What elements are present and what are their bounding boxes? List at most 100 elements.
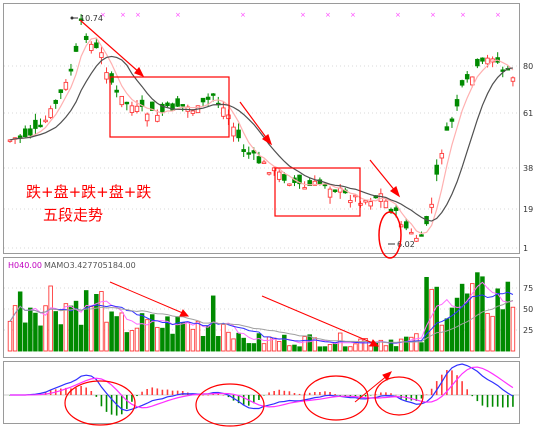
volume-trend-arrows (109, 281, 380, 347)
volume-bar (99, 291, 104, 352)
volume-bar (33, 312, 38, 352)
macd-bar (80, 385, 82, 395)
volume-bar (343, 346, 348, 352)
macd-dea-line (10, 366, 514, 409)
volume-bar (195, 320, 201, 352)
volume-bar (500, 309, 506, 352)
macd-bar (446, 370, 448, 395)
top-marker: × (135, 11, 141, 19)
candle-body (221, 107, 226, 117)
volume-bar (17, 291, 23, 352)
candle-body (149, 101, 155, 111)
macd-ellipse-2 (195, 383, 265, 427)
candle-body (83, 35, 89, 41)
volume-bar (271, 337, 277, 352)
macd-bar (314, 392, 316, 395)
candle-body (73, 45, 79, 52)
volume-bar (28, 307, 33, 352)
macd-ellipse-4 (374, 376, 424, 416)
macd-bar (65, 387, 67, 395)
candle-body (287, 183, 292, 186)
volume-bar (73, 300, 79, 352)
volume-header-mavol: MAMO3.427705184.00 (44, 261, 136, 270)
high-label: 10.74 (70, 14, 103, 23)
candle-body (470, 76, 475, 86)
candle-body (378, 193, 384, 202)
macd-bar (466, 389, 468, 395)
macd-bar (344, 395, 347, 397)
volume-bar (454, 297, 460, 352)
candle-body (363, 200, 368, 203)
volume-bar (475, 272, 480, 352)
volume-bar (287, 345, 292, 352)
volume-bar (119, 312, 125, 352)
price-tick-label: 38 (523, 164, 533, 173)
volume-bar (58, 324, 64, 352)
volume-bar (261, 343, 267, 352)
volume-bar (480, 276, 485, 352)
volume-bar (68, 305, 74, 352)
volume-bar (490, 315, 495, 352)
volume-bar (109, 311, 114, 352)
volume-bar (322, 346, 328, 352)
volume-bar (317, 346, 323, 352)
candle-body (17, 135, 23, 139)
macd-ellipse-3 (303, 375, 369, 421)
volume-bar (38, 325, 43, 352)
top-marker: × (430, 11, 436, 19)
macd-bar (288, 391, 291, 395)
candle-body (261, 161, 267, 164)
macd-bar (217, 393, 220, 395)
volume-bar (348, 346, 353, 352)
top-marker: × (300, 11, 306, 19)
macd-bar (471, 395, 474, 397)
volume-bar (256, 333, 262, 352)
macd-bar (451, 370, 453, 395)
volume-bar (53, 311, 58, 352)
macd-bar (120, 395, 123, 415)
candle-body (271, 167, 277, 172)
volume-bar (424, 276, 429, 352)
candle-body (307, 180, 312, 186)
macd-ellipses (64, 375, 424, 427)
macd-bar (501, 395, 504, 408)
top-marker: × (350, 11, 356, 19)
volume-bar (459, 283, 465, 352)
volume-bar (144, 319, 150, 352)
candle-body (282, 174, 287, 181)
macd-bar (359, 395, 362, 398)
volume-panel-frame (3, 257, 520, 358)
volume-bar (409, 336, 414, 352)
macd-bar (430, 388, 433, 395)
volume-bar (124, 332, 130, 352)
candle-body (444, 126, 450, 131)
volume-bar (241, 337, 246, 352)
volume-bar (200, 335, 206, 352)
macd-bar (507, 395, 509, 408)
price-tick-label: 61 (523, 109, 533, 118)
macd-bar (481, 395, 484, 406)
candle-body (434, 164, 439, 175)
candle-body (256, 156, 262, 164)
macd-bar (425, 394, 428, 395)
macd-bar (70, 388, 72, 395)
volume-bar (393, 346, 399, 352)
candle-body (449, 118, 455, 122)
top-marker: × (495, 11, 501, 19)
volume-bar (63, 303, 69, 352)
volume-tick-label: 25 (523, 326, 533, 335)
macd-bar (268, 392, 270, 395)
macd-bar (364, 395, 367, 397)
volume-bar (378, 339, 384, 352)
macd-bar (181, 391, 184, 395)
volume-bar (83, 290, 89, 352)
volume-bars (7, 272, 516, 352)
candle-body (48, 108, 53, 118)
volume-ma1-line (9, 281, 514, 345)
volume-bar (22, 322, 28, 352)
volume-bar (94, 294, 99, 352)
volume-bar (155, 326, 160, 352)
macd-bar (395, 394, 397, 396)
candle-body (33, 119, 38, 129)
